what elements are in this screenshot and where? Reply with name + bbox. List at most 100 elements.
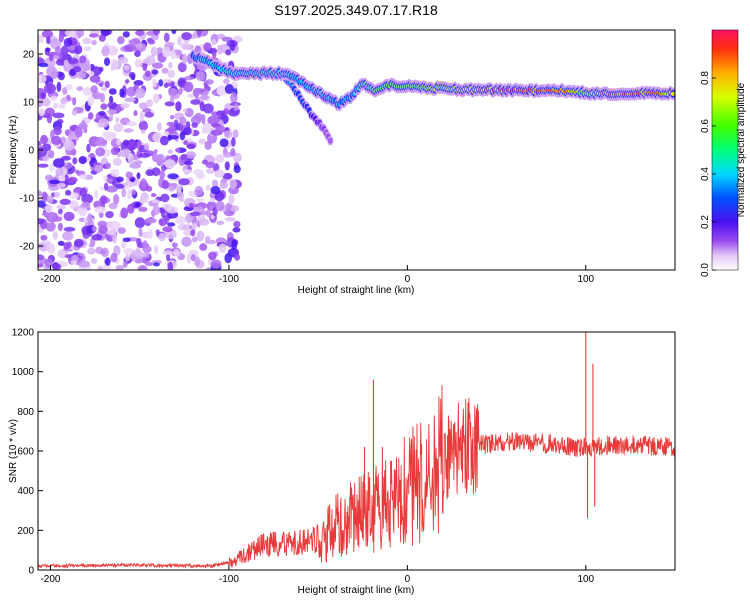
noise-blob [168,125,177,135]
noise-blob [181,53,188,65]
noise-blob [110,252,118,263]
noise-blob [73,238,84,248]
noise-blob [191,122,198,128]
noise-blob [45,221,56,232]
noise-blob [144,70,151,77]
noise-blob [38,200,46,208]
noise-blob [81,201,91,207]
spectrogram-y-ticks: -20 -10 0 10 20 [20,50,43,253]
noise-blob [153,93,160,104]
noise-blob [144,217,157,224]
noise-blob [152,205,161,216]
noise-blob [58,208,63,215]
noise-blob [58,102,66,109]
noise-blob [171,30,177,35]
noise-blob [75,72,88,79]
noise-blob [57,222,64,232]
noise-blob [214,154,225,163]
snr-x-tick-label: 0 [405,574,411,585]
noise-blob [130,177,135,183]
noise-blob [204,140,212,150]
noise-blob [120,240,127,249]
noise-blob [62,231,74,241]
noise-blob [195,198,205,203]
noise-blob [143,143,150,151]
noise-blob [48,179,61,185]
noise-blob [218,243,227,253]
snr-y-label: SNR (10 * v/v) [8,419,19,483]
noise-blob [192,168,204,176]
noise-blob [163,83,169,88]
noise-blob [41,191,48,202]
noise-blob [120,103,130,109]
snr-spikes [363,332,596,519]
noise-blob [98,66,104,72]
noise-blob [151,69,159,75]
noise-blob [50,95,57,101]
noise-blob [46,36,51,45]
spectrogram-x-tick-label: -100 [219,274,239,285]
noise-blob [162,46,171,58]
noise-blob [222,108,229,115]
snr-y-ticks: 0 200 400 600 800 1000 1200 [12,328,43,577]
noise-blob [223,152,233,158]
noise-blob [122,31,130,38]
noise-blob [94,206,107,214]
noise-blob [182,108,188,114]
noise-blob [174,216,187,225]
noise-blob [87,112,94,120]
noise-blob [45,47,51,52]
noise-blob [113,193,120,205]
snr-y-tick-label: 1000 [12,367,35,378]
noise-blob [78,260,90,268]
noise-blob [57,240,65,246]
noise-blob [112,233,117,244]
noise-blob [95,140,107,147]
noise-blob [64,174,69,183]
noise-blob [128,39,141,45]
noise-blob [65,84,73,91]
noise-blob [123,65,130,71]
noise-blob [164,214,169,225]
noise-blob [110,168,120,177]
noise-blob [58,32,64,43]
branch-core [328,139,333,143]
noise-blob [170,50,176,60]
noise-blob [134,258,143,264]
noise-blob [40,134,48,145]
noise-blob [216,220,225,225]
noise-blob [151,46,158,57]
noise-blob [158,79,164,87]
noise-blob [106,109,117,115]
noise-blob [53,126,62,136]
noise-blob [44,107,55,117]
noise-blob [53,102,58,109]
noise-blob [224,84,234,94]
colorbar-tick-label: 0.2 [700,215,711,229]
noise-blob [207,115,220,125]
noise-blob [111,132,117,139]
noise-blob [219,181,229,189]
noise-blob [157,122,162,131]
noise-blob [122,260,128,268]
noise-blob [151,193,157,198]
noise-blob [135,43,143,49]
noise-blob [72,157,78,165]
noise-blob [119,88,125,98]
noise-blob [101,46,110,57]
noise-blob [175,148,181,153]
noise-blob [66,241,72,249]
noise-blob [223,78,230,85]
noise-blob [63,38,73,47]
noise-blob [97,220,108,228]
noise-blob [167,261,174,270]
noise-blob [110,147,119,156]
noise-blob [140,192,149,204]
noise-blob [216,84,227,96]
noise-blob [99,186,105,191]
noise-blob [38,163,49,168]
noise-blob [86,143,91,153]
noise-blob [38,218,45,225]
noise-blob [112,157,122,166]
noise-blob [120,207,128,219]
